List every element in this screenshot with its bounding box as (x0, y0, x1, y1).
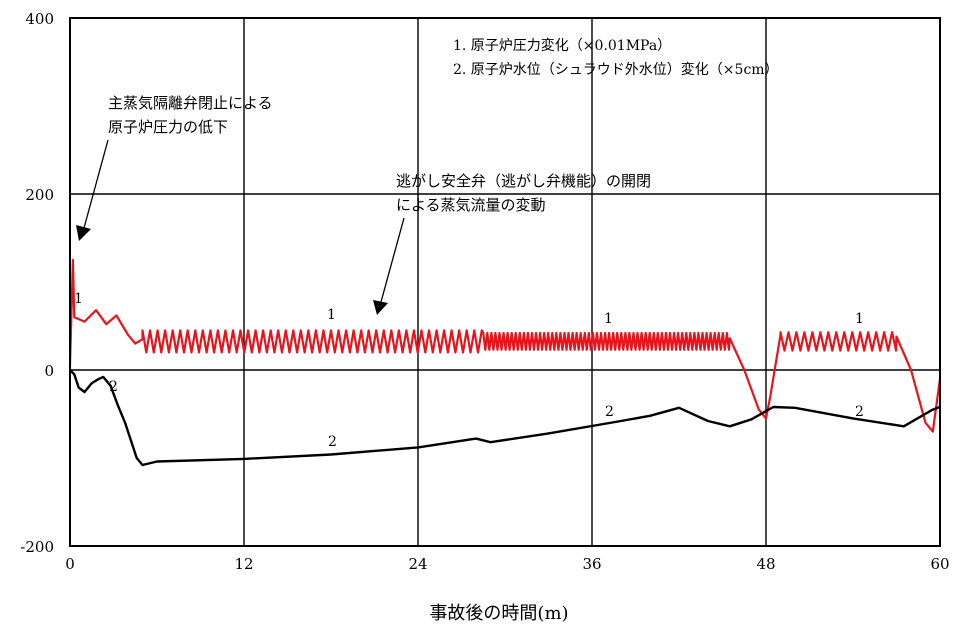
y-tick-label-400: 400 (25, 10, 54, 28)
series-layer (68, 258, 942, 467)
annotation-1-arrow (83, 139, 109, 229)
x-tick-label-12: 12 (234, 555, 253, 573)
series-2-label-c: 2 (605, 404, 614, 420)
series-labels: 1 1 1 1 2 2 2 2 (74, 291, 864, 450)
annotation-2-arrowhead (373, 300, 388, 315)
y-tick-label-200: 200 (25, 186, 54, 204)
x-axis-label: 事故後の時間(m) (429, 603, 568, 624)
series-1-label-a: 1 (74, 291, 83, 307)
series-1-label-d: 1 (855, 311, 864, 327)
legend-entry-1: 1. 原子炉圧力変化（×0.01MPa） (453, 37, 671, 54)
annotation-1-line-2: 原子炉圧力の低下 (108, 118, 228, 136)
annotation-2-line-1: 逃がし安全弁（逃がし弁機能）の開閉 (396, 172, 651, 190)
series-1-line (68, 258, 942, 433)
series-2-label-b: 2 (328, 434, 337, 450)
annotation-1-arrowhead (76, 225, 91, 241)
series-2-line (69, 369, 941, 467)
annotation-2-arrow (380, 217, 405, 303)
plot-frame (69, 17, 941, 547)
grid (70, 18, 940, 546)
annotation-msiv-closure: 主蒸気隔離弁閉止による 原子炉圧力の低下 (76, 94, 273, 241)
x-tick-label-24: 24 (408, 555, 427, 573)
x-tick-label-48: 48 (756, 555, 775, 573)
y-tick-label-0: 0 (44, 362, 54, 380)
y-tick-label--200: -200 (20, 538, 54, 556)
annotation-2-line-2: による蒸気流量の変動 (396, 196, 546, 214)
x-tick-label-36: 36 (582, 555, 601, 573)
annotation-1-line-1: 主蒸気隔離弁閉止による (108, 94, 273, 112)
x-tick-label-60: 60 (930, 555, 949, 573)
series-1-label-c: 1 (604, 311, 613, 327)
x-tick-label-0: 0 (65, 555, 75, 573)
legend: 1. 原子炉圧力変化（×0.01MPa） 2. 原子炉水位（シュラウド外水位）変… (453, 37, 779, 78)
series-1-label-b: 1 (327, 307, 336, 323)
series-2-label-d: 2 (855, 404, 864, 420)
annotation-srv-cycling: 逃がし安全弁（逃がし弁機能）の開閉 による蒸気流量の変動 (373, 172, 651, 315)
legend-entry-2: 2. 原子炉水位（シュラウド外水位）変化（×5cm） (453, 61, 779, 78)
series-2-label-a: 2 (109, 379, 118, 395)
